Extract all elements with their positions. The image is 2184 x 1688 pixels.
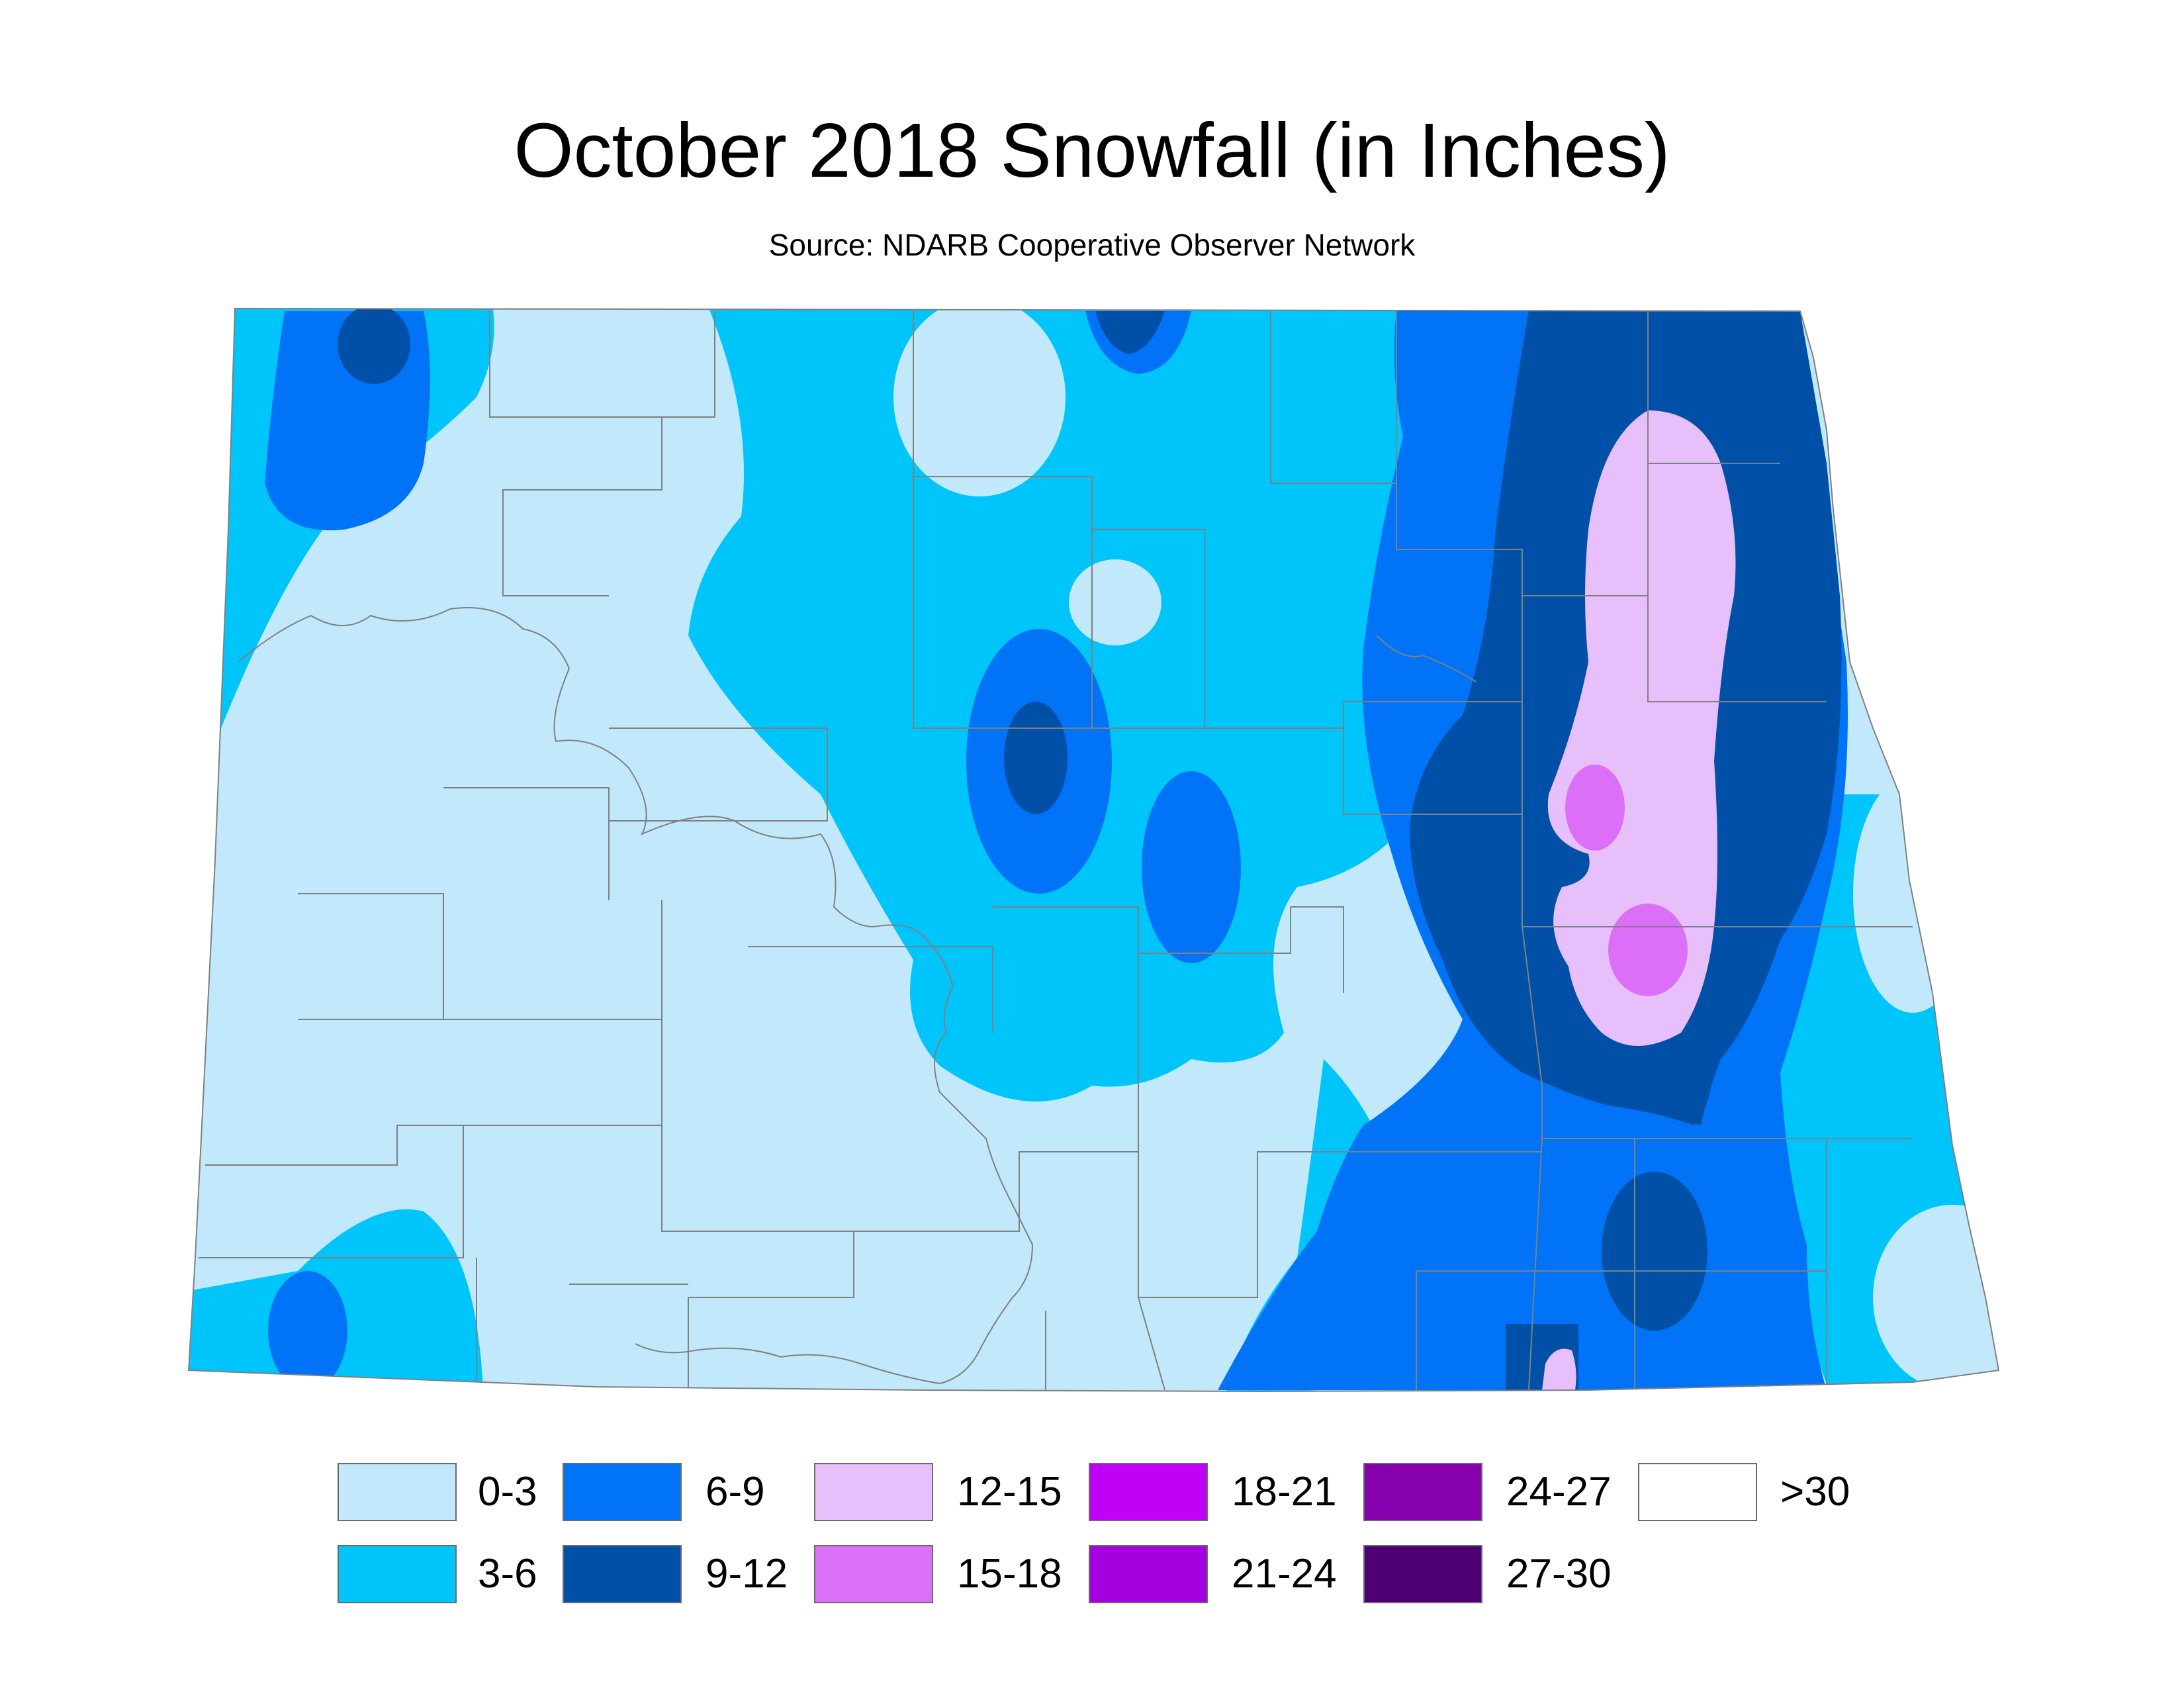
legend-swatch	[563, 1545, 682, 1603]
zone-12-15-east	[1547, 410, 1736, 1046]
legend-swatch	[1638, 1463, 1757, 1521]
devils-lake-shore	[1376, 635, 1477, 682]
legend-label: 0-3	[478, 1469, 537, 1515]
legend-label: >30	[1780, 1469, 1850, 1515]
legend-swatch	[1089, 1463, 1208, 1521]
legend-label: 6-9	[705, 1469, 765, 1515]
zone-9-12-mid	[1509, 960, 1712, 1125]
zone-9-12-north-cell	[1095, 311, 1165, 354]
legend-label: 9-12	[705, 1551, 788, 1597]
zone-6-9-central	[1142, 771, 1241, 963]
legend-swatch	[814, 1545, 933, 1603]
zone-0-3-island-central	[1069, 559, 1161, 645]
zone-9-12-central-cell	[1004, 702, 1068, 814]
legend-label: 18-21	[1232, 1469, 1337, 1515]
zone-15-18-south	[1608, 904, 1688, 996]
state-outline	[187, 307, 2000, 1393]
legend-label: 21-24	[1232, 1551, 1337, 1597]
legend-swatch	[1363, 1545, 1482, 1603]
legend-swatch	[338, 1545, 457, 1603]
legend-swatch	[1089, 1545, 1208, 1603]
missouri-river	[238, 607, 1034, 1385]
zone-12-15-south-tip	[1542, 1348, 1576, 1390]
zone-9-12-nw-cell	[338, 308, 410, 384]
legend-swatch	[338, 1463, 457, 1521]
county-lines	[199, 311, 1913, 1391]
legend-swatch	[1363, 1463, 1482, 1521]
legend-label: 27-30	[1506, 1551, 1612, 1597]
map-title: October 2018 Snowfall (in Inches)	[514, 107, 1670, 193]
legend-swatch	[563, 1463, 682, 1521]
zone-0-3-island-north	[893, 308, 1066, 496]
legend-label: 24-27	[1506, 1469, 1612, 1515]
zone-9-12-south-cell	[1602, 1172, 1707, 1331]
zone-15-18-north	[1565, 765, 1625, 851]
legend-label: 15-18	[957, 1551, 1062, 1597]
legend-label: 3-6	[478, 1551, 537, 1597]
legend-label: 12-15	[957, 1469, 1062, 1515]
map-subtitle: Source: NDARB Cooperative Observer Netwo…	[768, 228, 1416, 262]
zone-6-9-southwest	[268, 1271, 347, 1390]
zone-0-3-island-southeast	[1873, 1205, 1999, 1390]
legend-swatch	[814, 1463, 933, 1521]
